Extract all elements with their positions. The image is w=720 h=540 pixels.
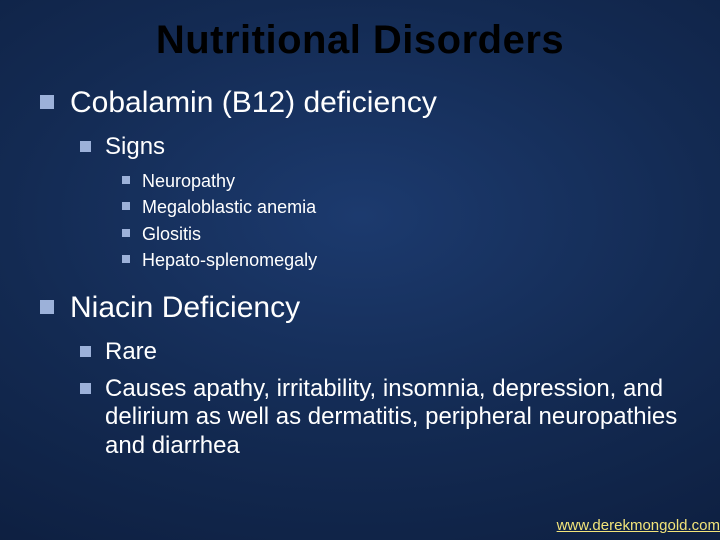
square-bullet-icon xyxy=(122,229,130,237)
bullet-l3: Neuropathy xyxy=(122,170,690,193)
square-bullet-icon xyxy=(80,346,91,357)
bullet-l3: Glositis xyxy=(122,223,690,246)
bullet-l3: Megaloblastic anemia xyxy=(122,196,690,219)
bullet-l1: Cobalamin (B12) deficiency xyxy=(40,85,690,121)
footer-link[interactable]: www.derekmongold.com xyxy=(557,517,720,534)
square-bullet-icon xyxy=(122,255,130,263)
bullet-l1: Niacin Deficiency xyxy=(40,290,690,326)
l3-text: Glositis xyxy=(142,223,201,246)
square-bullet-icon xyxy=(40,300,54,314)
square-bullet-icon xyxy=(40,95,54,109)
slide: Nutritional Disorders Cobalamin (B12) de… xyxy=(0,0,720,540)
l1-text: Niacin Deficiency xyxy=(70,290,300,326)
l3-text: Hepato-splenomegaly xyxy=(142,249,317,272)
bullet-l2: Rare xyxy=(80,338,690,367)
bullet-l2: Causes apathy, irritability, insomnia, d… xyxy=(80,375,690,461)
l3-text: Neuropathy xyxy=(142,170,235,193)
l1-text: Cobalamin (B12) deficiency xyxy=(70,85,437,121)
l2-text: Rare xyxy=(105,338,157,367)
square-bullet-icon xyxy=(122,176,130,184)
l2-text: Causes apathy, irritability, insomnia, d… xyxy=(105,375,690,461)
spacer xyxy=(40,276,690,290)
slide-title: Nutritional Disorders xyxy=(0,18,720,63)
square-bullet-icon xyxy=(80,383,91,394)
square-bullet-icon xyxy=(122,202,130,210)
square-bullet-icon xyxy=(80,141,91,152)
bullet-l3: Hepato-splenomegaly xyxy=(122,249,690,272)
l2-text: Signs xyxy=(105,133,165,162)
l3-text: Megaloblastic anemia xyxy=(142,196,316,219)
slide-content: Cobalamin (B12) deficiency Signs Neuropa… xyxy=(0,85,720,461)
bullet-l2: Signs xyxy=(80,133,690,162)
